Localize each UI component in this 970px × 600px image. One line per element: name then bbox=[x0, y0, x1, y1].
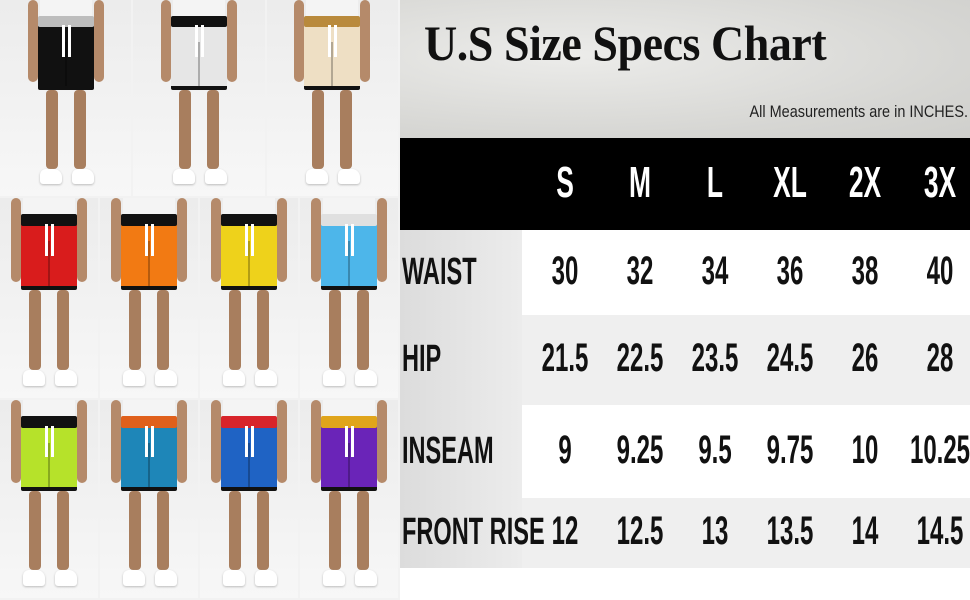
model-figure bbox=[309, 400, 389, 598]
model-figure bbox=[9, 400, 89, 598]
shorts bbox=[121, 423, 177, 492]
product-photo bbox=[0, 198, 98, 398]
shorts bbox=[121, 222, 177, 290]
row-label: HIP bbox=[402, 338, 442, 380]
product-photo bbox=[0, 0, 132, 196]
measurement-value: 10 bbox=[851, 427, 879, 472]
measurement-value: 23.5 bbox=[691, 336, 739, 380]
measurement-row: HIP 21.5 22.5 23.5 24.5 26 28 bbox=[400, 315, 970, 405]
row-label: INSEAM bbox=[402, 429, 494, 472]
product-photo bbox=[0, 400, 98, 598]
model-figure bbox=[209, 198, 289, 398]
size-header: M bbox=[629, 158, 651, 207]
size-header: 3X bbox=[923, 158, 957, 207]
product-photo bbox=[133, 0, 265, 196]
model-figure bbox=[309, 198, 389, 398]
measurement-value: 12.5 bbox=[616, 509, 664, 553]
measurement-value: 14 bbox=[851, 509, 879, 553]
shorts bbox=[170, 23, 227, 91]
shorts bbox=[304, 23, 361, 91]
measurement-value: 22.5 bbox=[616, 336, 664, 380]
shorts bbox=[321, 423, 377, 492]
product-photo bbox=[266, 0, 398, 196]
measurement-value: 10.25 bbox=[909, 427, 970, 472]
measurement-value: 12 bbox=[551, 509, 579, 553]
measurement-value: 9 bbox=[558, 427, 572, 472]
shorts bbox=[21, 423, 77, 492]
shorts bbox=[221, 423, 277, 492]
measurement-value: 13 bbox=[701, 509, 729, 553]
size-header: S bbox=[556, 158, 574, 207]
measurement-value: 9.5 bbox=[698, 427, 732, 472]
product-photo bbox=[100, 400, 198, 598]
measurement-value: 9.25 bbox=[616, 427, 664, 472]
measurement-value: 34 bbox=[701, 248, 729, 293]
shorts bbox=[221, 222, 277, 290]
model-figure bbox=[109, 198, 189, 398]
measurement-value: 38 bbox=[851, 248, 879, 293]
size-chart: U.S Size Specs Chart All Measurements ar… bbox=[400, 0, 970, 600]
model-figure bbox=[209, 400, 289, 598]
product-photo bbox=[300, 400, 398, 598]
chart-title: U.S Size Specs Chart bbox=[424, 15, 827, 71]
measurement-row: WAIST 30 32 34 36 38 40 bbox=[400, 230, 970, 315]
measurement-row: FRONT RISE 12 12.5 13 13.5 14 14.5 bbox=[400, 498, 970, 568]
product-photo bbox=[200, 198, 298, 398]
row-label: FRONT RISE bbox=[402, 511, 545, 553]
size-header: L bbox=[706, 158, 724, 207]
product-color-photos bbox=[0, 0, 400, 600]
shorts bbox=[21, 222, 77, 290]
measurement-value: 9.75 bbox=[766, 427, 814, 472]
size-header: 2X bbox=[848, 158, 882, 207]
measurement-row: INSEAM 9 9.25 9.5 9.75 10 10.25 bbox=[400, 405, 970, 498]
measurement-value: 40 bbox=[926, 248, 954, 293]
measurement-value: 32 bbox=[626, 248, 654, 293]
chart-header: U.S Size Specs Chart All Measurements ar… bbox=[400, 0, 970, 138]
model-figure bbox=[109, 400, 189, 598]
shorts bbox=[321, 222, 377, 290]
product-photo bbox=[200, 400, 298, 598]
measurement-value: 28 bbox=[926, 336, 954, 380]
measurement-value: 21.5 bbox=[541, 336, 589, 380]
model-figure bbox=[292, 0, 372, 196]
measurement-value: 13.5 bbox=[766, 509, 814, 553]
row-label: WAIST bbox=[402, 250, 477, 293]
size-header-row: S M L XL 2X 3X bbox=[400, 138, 970, 230]
measurement-value: 36 bbox=[776, 248, 804, 293]
measurement-value: 14.5 bbox=[916, 509, 964, 553]
shorts bbox=[37, 23, 94, 91]
model-figure bbox=[159, 0, 239, 196]
measurement-value: 24.5 bbox=[766, 336, 814, 380]
chart-subtitle: All Measurements are in INCHES. bbox=[749, 102, 968, 121]
measurement-value: 26 bbox=[851, 336, 879, 380]
size-header: XL bbox=[773, 158, 807, 207]
model-figure bbox=[26, 0, 106, 196]
product-photo bbox=[300, 198, 398, 398]
measurement-value: 30 bbox=[551, 248, 579, 293]
product-photo bbox=[100, 198, 198, 398]
model-figure bbox=[9, 198, 89, 398]
